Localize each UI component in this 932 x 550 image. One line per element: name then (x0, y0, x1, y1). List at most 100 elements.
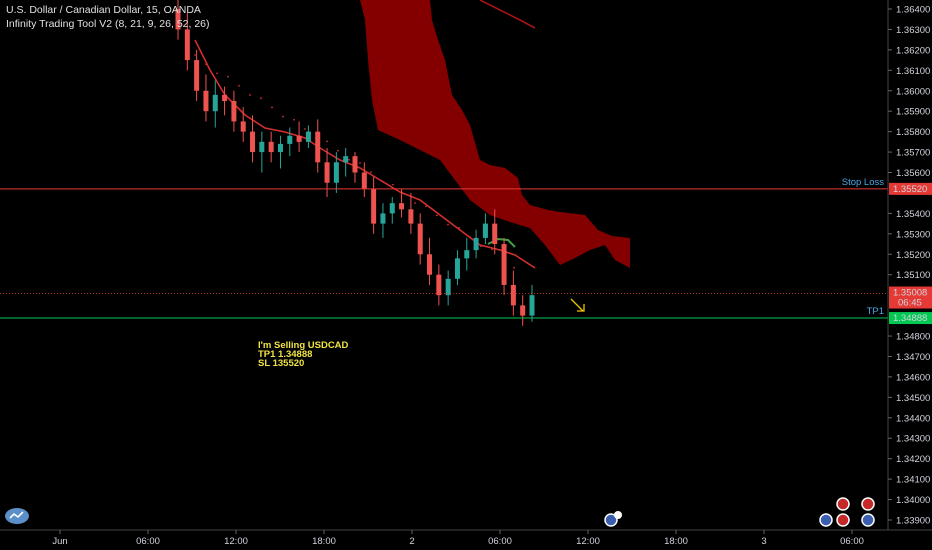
price-axis[interactable]: 1.36400 1.36300 1.36200 1.36100 1.36000 1.359… (888, 5, 930, 527)
candle-34 (492, 209, 498, 255)
trail-dot-23 (447, 223, 449, 226)
trail-dot-8 (282, 115, 284, 118)
x-tick-5: 06:00 (488, 536, 512, 547)
event-count-badge-icon (614, 511, 622, 519)
candle-9 (259, 131, 265, 173)
candle-10 (268, 131, 274, 163)
y-tick-7: 1.35700 (896, 148, 930, 159)
ca-flag-icon-3 (861, 497, 875, 511)
ichimoku-cloud (290, 0, 630, 268)
price-tag-0 (889, 182, 932, 195)
indicator-title[interactable]: Infinity Trading Tool V2 (8, 21, 9, 26, … (6, 17, 210, 30)
y-tick-1: 1.36300 (896, 25, 930, 36)
y-tick-21: 1.34300 (896, 434, 930, 445)
y-tick-22: 1.34200 (896, 454, 930, 465)
y-tick-24: 1.34000 (896, 495, 930, 506)
annotation-line-1: I'm Selling USDCAD (258, 340, 349, 351)
y-tick-0: 1.36400 (896, 5, 930, 16)
candle-25 (408, 192, 414, 234)
y-tick-25: 1.33900 (896, 516, 930, 527)
candle-36 (510, 270, 516, 316)
candle-5 (222, 86, 228, 116)
trail-dot-12 (326, 140, 328, 143)
trail-dot-5 (249, 94, 251, 96)
symbol-title[interactable]: U.S. Dollar / Canadian Dollar, 15, OANDA (6, 4, 201, 16)
candle-1 (184, 13, 190, 71)
x-tick-8: 3 (761, 536, 766, 547)
trail-dot-6 (260, 97, 262, 100)
moving-average-line (194, 39, 536, 269)
y-tick-17: 1.34700 (896, 352, 930, 363)
x-tick-2: 12:00 (224, 536, 248, 547)
y-tick-4: 1.36000 (896, 86, 930, 97)
candle-37 (520, 295, 526, 326)
trail-dot-16 (370, 171, 372, 174)
sell-arrow-icon (570, 298, 585, 312)
x-tick-3: 18:00 (312, 536, 336, 547)
countdown-text: 06:45 (898, 298, 922, 309)
price-tag-2 (889, 312, 932, 325)
candle-22 (380, 203, 386, 238)
y-tick-3: 1.36100 (896, 66, 930, 77)
candle-38 (529, 284, 535, 322)
candle-29 (445, 270, 451, 306)
candle-33 (482, 213, 488, 245)
candle-2 (194, 49, 200, 101)
candle-11 (277, 135, 283, 169)
y-tick-8: 1.35600 (896, 168, 930, 179)
trail-dot-19 (403, 192, 405, 195)
trail-dot-17 (381, 180, 383, 183)
candle-23 (389, 197, 395, 224)
candle-12 (287, 127, 293, 157)
x-tick-7: 18:00 (664, 536, 688, 547)
candle-31 (464, 237, 470, 271)
candle-4 (212, 80, 218, 128)
price-line-label-2: TP1 (867, 306, 884, 317)
us-flag-icon-3 (861, 513, 875, 527)
candle-0 (175, 0, 181, 40)
candle-24 (399, 188, 405, 218)
trail-dot-10 (304, 128, 306, 130)
x-tick-0: Jun (52, 536, 67, 547)
chart-legend: U.S. Dollar / Canadian Dollar, 15, OANDA… (6, 4, 210, 31)
price-tag-text-0: 1.35520 (893, 184, 927, 195)
y-tick-11: 1.35300 (896, 229, 930, 240)
trail-dot-24 (458, 226, 460, 229)
trail-dot-2 (216, 72, 218, 75)
ca-flag-icon-2 (836, 497, 850, 511)
time-axis[interactable]: Jun 06:00 12:00 18:00 2 06:00 12:00 18:00 3 06:00 (52, 530, 864, 547)
candle-28 (436, 264, 442, 306)
us-flag-icon-2 (819, 513, 833, 527)
candle-30 (454, 250, 460, 285)
candles-layer (175, 0, 535, 326)
trail-dot-29 (513, 266, 515, 269)
y-tick-20: 1.34400 (896, 413, 930, 424)
trail-dot-15 (359, 162, 361, 164)
trail-dot-25 (469, 236, 471, 238)
trail-dot-13 (337, 149, 339, 152)
candle-21 (371, 176, 377, 234)
trail-dot-1 (205, 63, 207, 66)
trail-dot-7 (271, 106, 273, 109)
x-tick-4: 2 (409, 536, 414, 547)
annotation-line-3: SL 135520 (258, 358, 304, 369)
candle-17 (333, 152, 339, 193)
price-tag-text-1: 1.35008 (893, 288, 927, 299)
y-tick-10: 1.35400 (896, 209, 930, 220)
annotation-line-2: TP1 1.34888 (258, 349, 312, 360)
y-tick-19: 1.34500 (896, 393, 930, 404)
candle-7 (240, 107, 246, 142)
candle-6 (231, 90, 237, 132)
upper-band-line (479, 0, 536, 29)
trail-dot-3 (227, 75, 229, 78)
candle-15 (315, 119, 321, 173)
tradingview-logo-icon[interactable] (4, 505, 30, 525)
event-icons[interactable] (604, 497, 875, 527)
x-tick-9: 06:00 (840, 536, 864, 547)
candle-26 (417, 213, 423, 265)
candle-8 (250, 115, 256, 163)
y-tick-6: 1.35800 (896, 127, 930, 138)
price-tag-1 (889, 286, 932, 309)
